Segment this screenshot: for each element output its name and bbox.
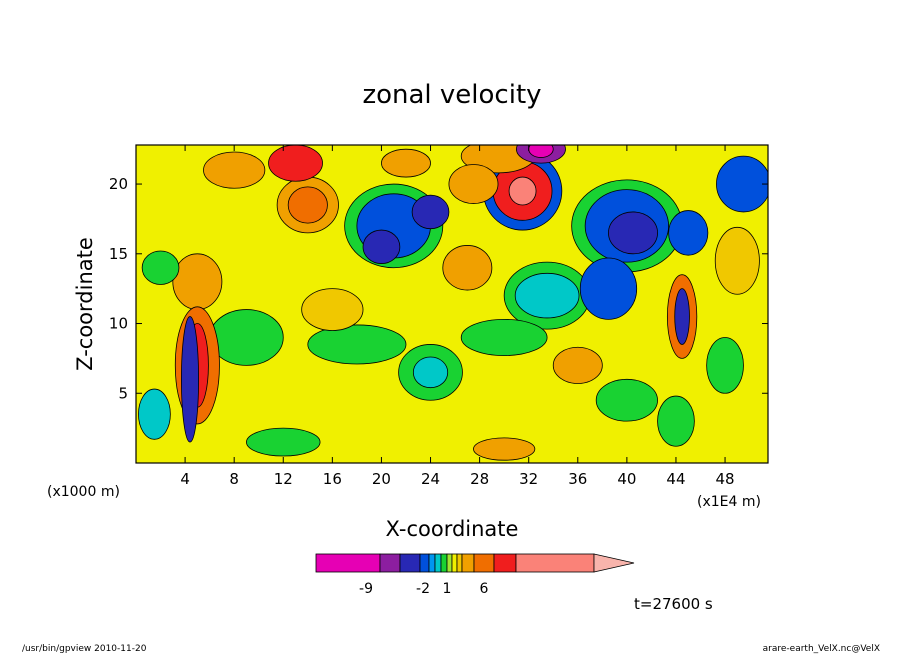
colorbar-segment [428, 553, 436, 573]
colorbar-segment [461, 553, 475, 573]
x-scale-note: (x1E4 m) [697, 494, 761, 510]
x-tick-label: 48 [716, 470, 735, 488]
colorbar-segment [515, 553, 595, 573]
colorbar-label: 6 [480, 581, 489, 597]
footer-right: arare-earth_VelX.nc@VelX [763, 644, 880, 654]
contour-region [246, 427, 321, 457]
x-tick-label: 36 [568, 470, 587, 488]
contour-region [301, 288, 364, 331]
x-tick-label: 24 [421, 470, 440, 488]
contour-region [657, 395, 695, 447]
x-tick-label: 28 [470, 470, 489, 488]
colorbar-label: -2 [416, 581, 430, 597]
contour-region [209, 309, 284, 366]
contour-region [514, 272, 580, 319]
contour-region [608, 211, 658, 255]
x-tick-label: 8 [229, 470, 239, 488]
timestamp-label: t=27600 s [634, 595, 713, 613]
contour-region [706, 337, 744, 394]
contour-region [172, 253, 223, 310]
colorbar-segment [434, 553, 442, 573]
x-tick-label: 32 [519, 470, 538, 488]
x-unit-label: (x1000 m) [47, 484, 120, 500]
y-tick-label: 15 [109, 245, 128, 263]
contour-region [411, 194, 450, 230]
colorbar-label: -9 [359, 581, 373, 597]
contour-region [552, 346, 603, 384]
colorbar-segment [399, 553, 421, 573]
colorbar-extend-arrow [593, 553, 635, 573]
contour-region [381, 148, 431, 178]
y-axis-title: Z-coordinate [73, 237, 97, 371]
x-tick-label: 4 [180, 470, 190, 488]
contour-region [714, 226, 760, 295]
contour-region [668, 210, 709, 256]
colorbar-segment [493, 553, 517, 573]
y-axis: 5 10 15 20 [109, 175, 768, 402]
contour-region [528, 145, 554, 158]
contour-region [460, 318, 548, 357]
x-axis: 4 8 12 16 20 24 28 32 36 40 44 48 [180, 145, 735, 488]
x-tick-label: 44 [666, 470, 685, 488]
colorbar-segment [451, 553, 458, 573]
contour-region [181, 316, 199, 443]
y-tick-label: 20 [109, 175, 128, 193]
colorbar-segment [440, 553, 448, 573]
contour-region [138, 388, 171, 440]
x-tick-label: 12 [274, 470, 293, 488]
x-tick-label: 16 [323, 470, 342, 488]
contour-region [473, 437, 536, 461]
colorbar-segment [473, 553, 495, 573]
contour-region [141, 250, 180, 285]
contour-region [307, 324, 407, 365]
contour-region [287, 186, 328, 224]
colorbar-segment [419, 553, 430, 573]
footer-left: /usr/bin/gpview 2010-11-20 [22, 644, 147, 654]
contour-region [268, 145, 323, 182]
y-tick-label: 10 [109, 315, 128, 333]
contour-region [203, 151, 266, 189]
contour-region [508, 176, 537, 206]
contour-region [448, 164, 499, 204]
contour-region [716, 155, 768, 213]
chart-title: zonal velocity [362, 80, 541, 110]
colorbar: -9 -2 1 6 [315, 553, 635, 597]
x-axis-title: X-coordinate [386, 517, 519, 541]
colorbar-segment [379, 553, 401, 573]
contour-region [674, 288, 690, 345]
contour-region [579, 257, 638, 320]
x-tick-label: 20 [372, 470, 391, 488]
contour-region [442, 245, 493, 291]
y-tick-label: 5 [118, 384, 128, 402]
x-tick-label: 40 [617, 470, 636, 488]
contour-region [412, 356, 449, 389]
colorbar-label: 1 [443, 581, 452, 597]
contour-region [595, 378, 658, 422]
colorbar-segment [315, 553, 381, 573]
plot-frame [135, 144, 769, 464]
colorbar-segment [456, 553, 463, 573]
contour-fills [138, 145, 768, 461]
colorbar-segment [446, 553, 453, 573]
contour-region [362, 229, 401, 264]
